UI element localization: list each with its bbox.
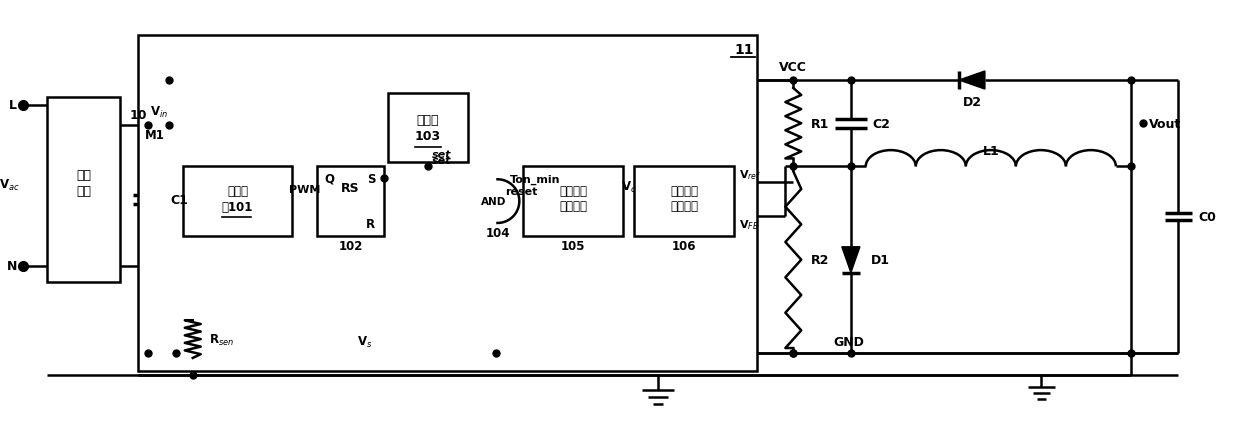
Text: 补偿信号: 补偿信号 — [670, 184, 698, 197]
Text: set: set — [432, 150, 451, 160]
Text: R$_{sen}$: R$_{sen}$ — [208, 332, 234, 347]
Bar — [47, 98, 120, 282]
Bar — [635, 167, 734, 236]
Text: 生成电路: 生成电路 — [559, 199, 587, 212]
Bar — [388, 94, 467, 163]
Text: M1: M1 — [145, 128, 165, 141]
Text: L1: L1 — [982, 145, 999, 158]
Text: 105: 105 — [560, 240, 585, 253]
Text: D1: D1 — [870, 253, 890, 266]
Text: 电路: 电路 — [76, 184, 91, 197]
Text: 104: 104 — [485, 227, 510, 240]
Text: PWM: PWM — [289, 185, 321, 195]
Bar — [138, 36, 756, 371]
Text: Ton_min: Ton_min — [510, 175, 560, 185]
Text: 103: 103 — [415, 130, 441, 143]
Polygon shape — [959, 72, 985, 90]
Text: set: set — [432, 156, 451, 166]
Text: RS: RS — [341, 181, 360, 194]
Text: 102: 102 — [339, 240, 363, 253]
Text: C2: C2 — [873, 118, 890, 130]
Text: 驱动电: 驱动电 — [227, 184, 248, 197]
Text: V$_{c}$: V$_{c}$ — [621, 179, 636, 194]
Text: C0: C0 — [1198, 210, 1216, 224]
Text: V$_{FB}$: V$_{FB}$ — [739, 217, 759, 231]
Text: 106: 106 — [672, 240, 697, 253]
Text: 生成电路: 生成电路 — [670, 199, 698, 212]
Text: V$_{s}$: V$_{s}$ — [357, 334, 372, 349]
Text: V$_{ac}$: V$_{ac}$ — [0, 177, 20, 192]
Text: V$_{in}$: V$_{in}$ — [150, 105, 169, 120]
Text: Q: Q — [325, 172, 335, 185]
Text: 10: 10 — [129, 109, 146, 122]
Text: 路101: 路101 — [222, 200, 253, 213]
Text: V$_{ref}$: V$_{ref}$ — [739, 168, 761, 182]
Text: D2: D2 — [962, 96, 982, 109]
Bar — [317, 167, 384, 236]
Text: S: S — [367, 172, 376, 185]
Text: reset: reset — [505, 187, 537, 197]
Text: 11: 11 — [735, 43, 754, 57]
Text: L: L — [9, 99, 17, 112]
Text: 振荡器: 振荡器 — [417, 114, 439, 127]
Text: R2: R2 — [811, 253, 830, 266]
Text: AND: AND — [481, 197, 506, 207]
Bar — [523, 167, 622, 236]
Text: N: N — [6, 260, 17, 273]
Text: VCC: VCC — [780, 60, 807, 73]
Text: R: R — [366, 218, 376, 231]
Text: C1: C1 — [170, 193, 187, 206]
Text: R1: R1 — [811, 118, 830, 130]
Text: 复位信号: 复位信号 — [559, 184, 587, 197]
Polygon shape — [842, 247, 859, 273]
Text: 整流: 整流 — [76, 168, 91, 181]
Text: GND: GND — [833, 335, 864, 348]
Text: Vout: Vout — [1148, 118, 1180, 130]
Bar — [182, 167, 291, 236]
